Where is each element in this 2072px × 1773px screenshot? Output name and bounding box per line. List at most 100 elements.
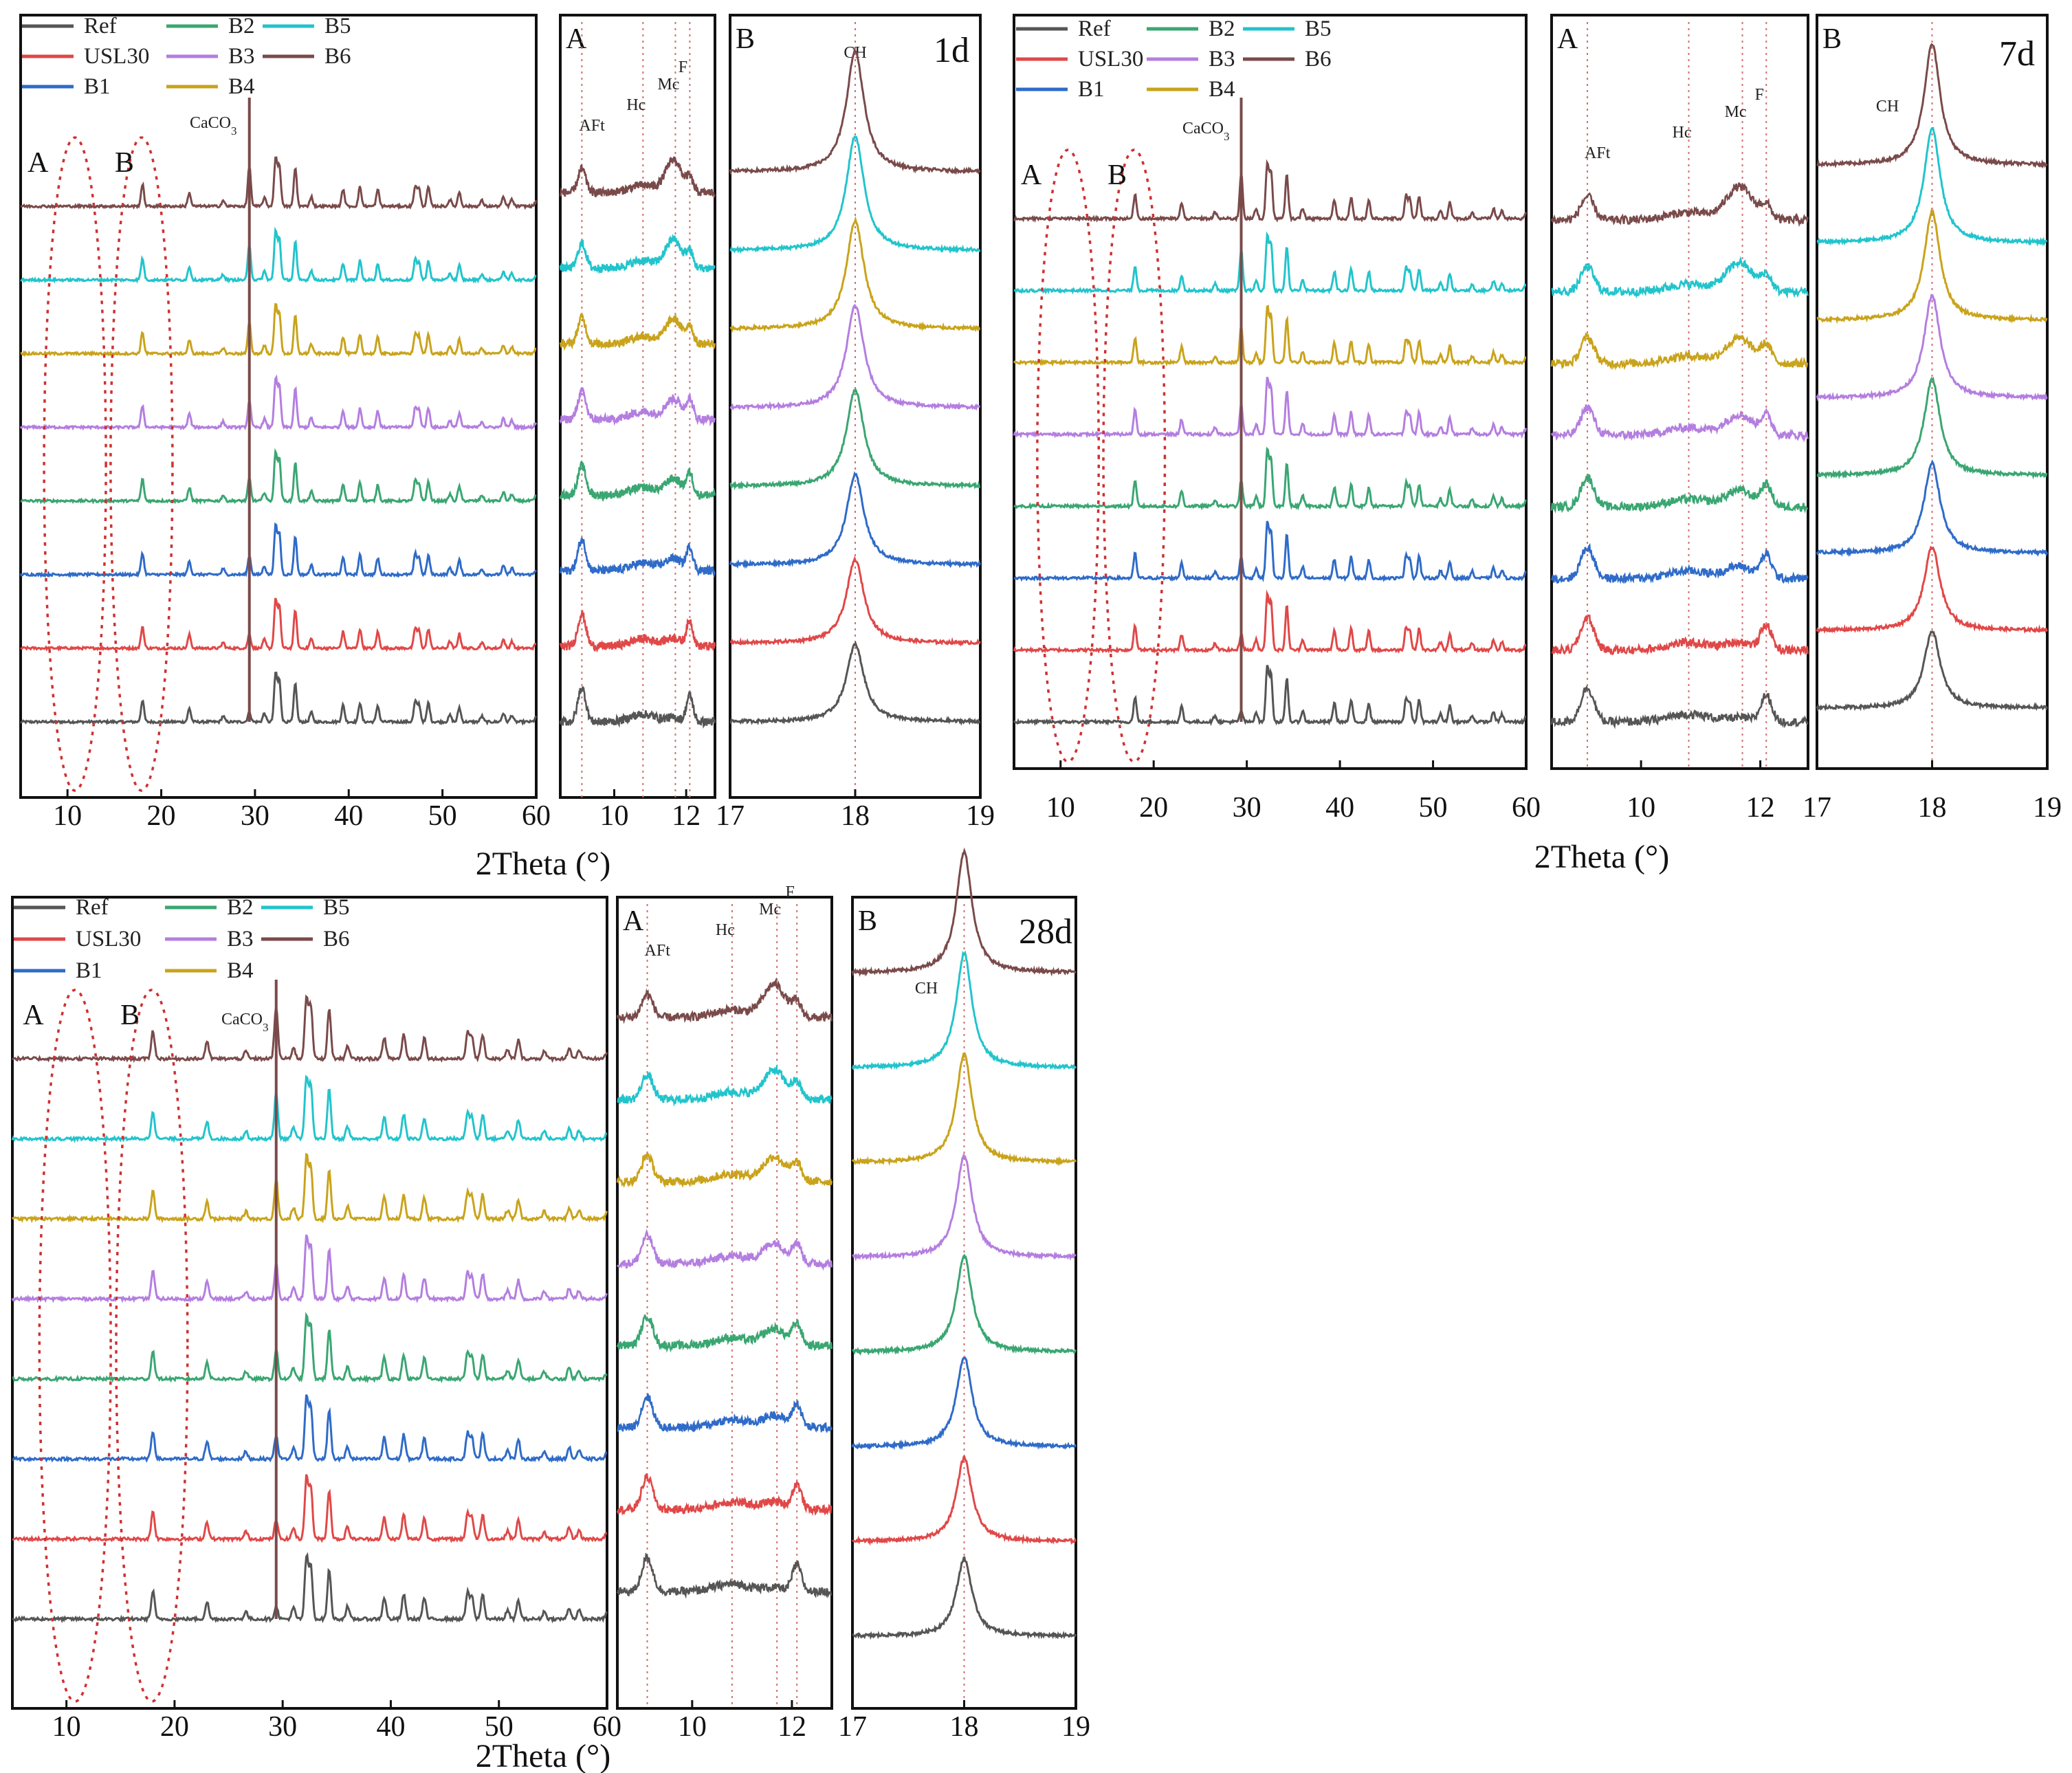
ref-label-aft: AFt	[579, 117, 605, 135]
series-b3-B-28d	[852, 1152, 1077, 1262]
B-7d-tick-label-19: 19	[2033, 792, 2062, 824]
B-1d-tick-label-18: 18	[841, 800, 870, 832]
panel-A-letter: A	[1557, 23, 1578, 55]
series-usl30-B-7d	[1816, 545, 2049, 635]
full-7d-tick-label-10: 10	[1046, 792, 1075, 824]
series-b4-full-7d	[1013, 305, 1527, 367]
legend-label-b6: B6	[324, 44, 351, 69]
series-b2-full-1d	[20, 448, 537, 505]
legend-label-b5: B5	[1305, 16, 1332, 41]
legend: Ref USL30 B1 B2 B3 B4 B5 B6	[1016, 16, 1332, 102]
A-1d-tick-label-12: 12	[672, 800, 701, 832]
chart-1d-panel-A-frame	[559, 14, 716, 799]
A-28d-tick-label-12: 12	[778, 1711, 806, 1743]
series-b6-A-1d	[559, 156, 716, 198]
series-b4-B-28d	[851, 1052, 1077, 1167]
ref-label-hc: Hc	[626, 96, 646, 114]
series-b3-full-7d	[1013, 376, 1528, 439]
panel-B-letter: B	[858, 905, 877, 937]
series-b6-A-28d	[616, 977, 833, 1024]
series-ref-A-28d	[616, 1552, 833, 1599]
ref-label-aft: AFt	[645, 942, 671, 960]
series-b6-full-28d	[11, 994, 608, 1064]
series-b1-A-28d	[617, 1394, 833, 1433]
legend-label-b1: B1	[1078, 77, 1105, 102]
series-b1-A-7d	[1550, 542, 1809, 585]
ref-label-CH: CH	[1876, 98, 1899, 115]
legend-label-b2: B2	[228, 14, 255, 38]
series-b5-A-28d	[617, 1064, 833, 1107]
series-b2-A-7d	[1550, 474, 1808, 514]
legend-label-usl30: USL30	[84, 44, 149, 69]
B-28d-tick-label-18: 18	[950, 1711, 979, 1743]
series-usl30-A-7d	[1551, 614, 1809, 657]
series-b5-A-7d	[1551, 256, 1809, 299]
series-b2-full-28d	[12, 1312, 608, 1384]
ref-label-f: F	[679, 58, 687, 76]
series-b1-B-7d	[1816, 459, 2049, 558]
A-28d-tick-label-10: 10	[678, 1711, 707, 1743]
B-1d-tick-label-19: 19	[966, 800, 995, 832]
series-b3-A-7d	[1550, 404, 1809, 443]
legend: Ref USL30 B1 B2 B3 B4 B5 B6	[22, 14, 351, 99]
ref-label-CH: CH	[915, 980, 938, 998]
legend-label-b4: B4	[1209, 77, 1235, 102]
full-28d-tick-label-20: 20	[160, 1711, 189, 1743]
series-b6-full-7d	[1013, 159, 1528, 223]
ref-label-hc: Hc	[1673, 124, 1692, 142]
series-b1-B-1d	[729, 471, 982, 569]
A-7d-tick-label-12: 12	[1746, 792, 1775, 824]
full-1d-tick-label-30: 30	[241, 800, 269, 832]
series-ref-A-7d	[1550, 685, 1809, 729]
full-28d-tick-label-40: 40	[376, 1711, 405, 1743]
series-b4-full-28d	[11, 1152, 608, 1224]
series-b2-B-28d	[851, 1253, 1077, 1356]
series-b6-B-7d	[1816, 43, 2048, 169]
series-b2-A-1d	[559, 460, 716, 503]
series-usl30-full-1d	[20, 597, 537, 652]
series-b2-A-28d	[616, 1314, 833, 1353]
legend-label-b6: B6	[1305, 47, 1332, 71]
series-ref-B-1d	[729, 641, 981, 726]
region-ellipse-B	[1102, 148, 1167, 763]
series-b4-B-1d	[729, 215, 980, 333]
B-7d-tick-label-18: 18	[1918, 792, 1947, 824]
series-b5-A-1d	[559, 233, 716, 274]
legend-label-b3: B3	[227, 927, 254, 951]
series-b4-full-1d	[20, 302, 537, 358]
legend-label-ref: Ref	[1078, 16, 1111, 41]
region-ellipse-A	[43, 136, 107, 792]
series-b4-B-7d	[1816, 208, 2048, 324]
series-b4-A-1d	[559, 312, 716, 351]
ref-label-mc: Mc	[1725, 103, 1747, 121]
series-ref-A-1d	[559, 686, 716, 729]
series-b4-A-28d	[616, 1152, 833, 1189]
ref-label-f: F	[786, 883, 795, 901]
series-b6-A-7d	[1550, 182, 1809, 228]
region-label-B: B	[120, 1000, 140, 1031]
series-usl30-full-28d	[12, 1474, 608, 1543]
caco3-label: CaCO3	[190, 114, 237, 137]
legend-label-b1: B1	[84, 74, 111, 99]
series-b2-B-7d	[1816, 377, 2048, 480]
chart-28d-full-frame	[11, 896, 608, 1710]
full-1d-tick-label-50: 50	[428, 800, 457, 832]
legend-label-b5: B5	[323, 895, 350, 920]
legend-label-ref: Ref	[84, 14, 117, 38]
series-b2-full-7d	[1013, 446, 1528, 511]
legend-label-b2: B2	[1209, 16, 1235, 41]
full-7d-tick-label-20: 20	[1139, 792, 1168, 824]
A-1d-tick-label-10: 10	[599, 800, 628, 832]
chart-7d: A B CaCO3 10 20 30 40 50 60 A AFt Hc Mc F 10 12 B CH 17 18 1…	[1013, 14, 2062, 875]
region-ellipse-A	[1036, 148, 1101, 763]
series-usl30-B-1d	[729, 555, 981, 647]
full-7d-tick-label-50: 50	[1419, 792, 1448, 824]
region-label-B: B	[115, 147, 134, 179]
legend-label-b4: B4	[228, 74, 255, 99]
full-1d-tick-label-40: 40	[334, 800, 363, 832]
full-7d-tick-label-60: 60	[1512, 792, 1541, 824]
panel-B-letter: B	[1822, 23, 1842, 55]
age-label: 28d	[1019, 912, 1072, 951]
series-b3-A-28d	[616, 1229, 833, 1271]
